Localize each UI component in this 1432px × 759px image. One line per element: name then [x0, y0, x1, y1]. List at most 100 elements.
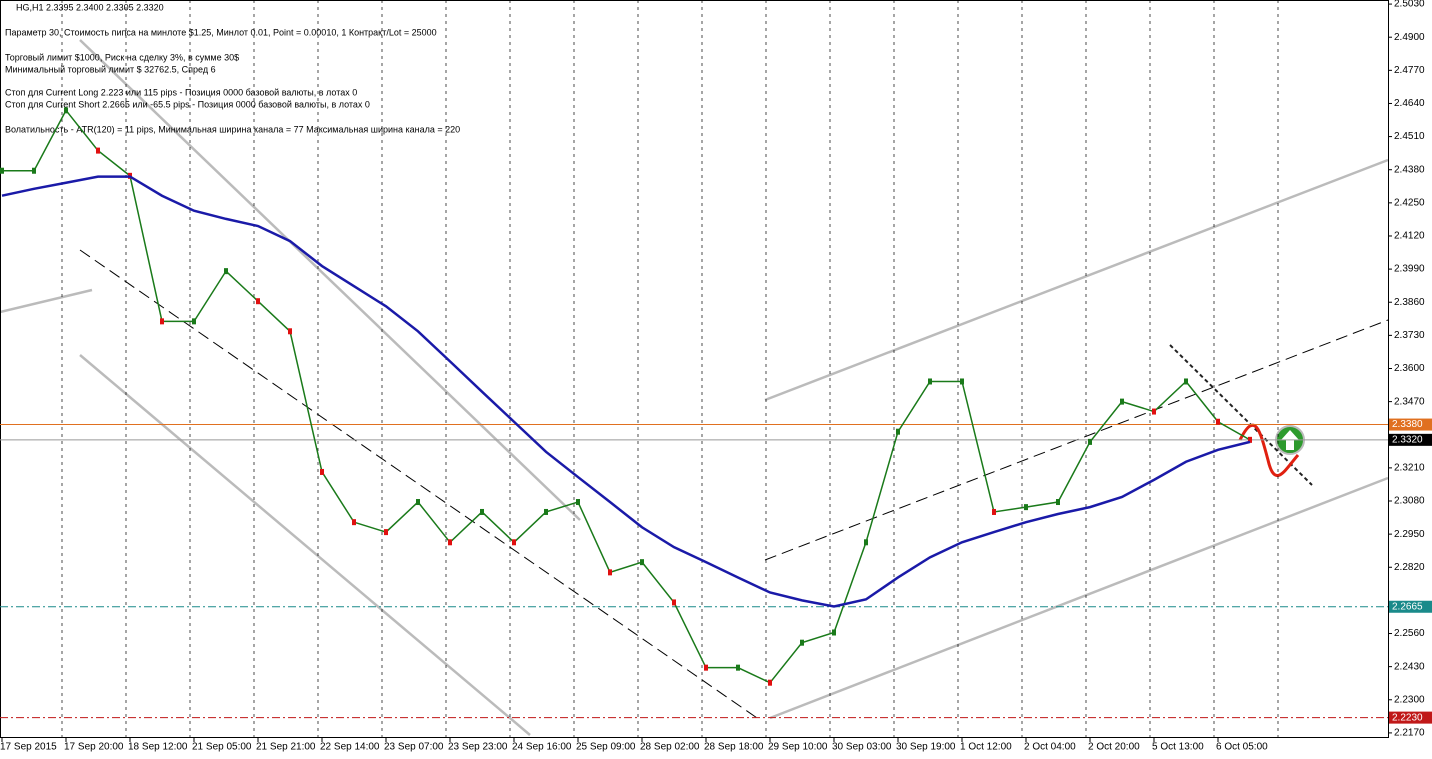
price-point [1248, 436, 1252, 443]
price-point [256, 298, 260, 305]
x-tick-label: 25 Sep 09:00 [576, 742, 636, 753]
price-point [736, 664, 740, 671]
price-label: 2.3320 [1392, 434, 1423, 445]
x-tick-label: 21 Sep 21:00 [256, 742, 316, 753]
trend-line [1169, 344, 1313, 486]
x-tick-label: 23 Sep 07:00 [384, 742, 444, 753]
x-tick-label: 30 Sep 19:00 [896, 742, 956, 753]
price-point [608, 569, 612, 576]
y-tick-label: 2.2950 [1394, 529, 1425, 540]
moving-average [1, 175, 1251, 608]
x-tick-label: 18 Sep 12:00 [128, 742, 188, 753]
info-line: Минимальный торговый лимит $ 32762.5, Сп… [5, 64, 216, 74]
price-point [896, 428, 900, 435]
channel-line [0, 288, 93, 314]
channel-line [79, 354, 531, 736]
dashed-line [79, 249, 761, 721]
x-tick-label: 29 Sep 10:00 [768, 742, 828, 753]
y-tick-label: 2.4770 [1394, 65, 1425, 76]
x-tick-label: 21 Sep 05:00 [192, 742, 252, 753]
price-point [0, 167, 4, 174]
y-tick-label: 2.3730 [1394, 330, 1425, 341]
price-point [288, 328, 292, 335]
price-point [960, 378, 964, 385]
price-point [224, 268, 228, 275]
price-point [832, 629, 836, 636]
info-line: Торговый лимит $1000, Риск на сделку 3%,… [5, 52, 239, 62]
x-tick-label: 6 Oct 05:00 [1216, 742, 1268, 753]
price-point [512, 539, 516, 546]
price-point [544, 508, 548, 515]
price-point [384, 529, 388, 536]
price-point [64, 107, 68, 114]
y-tick-label: 2.2170 [1394, 728, 1425, 739]
x-tick-label: 28 Sep 18:00 [704, 742, 764, 753]
price-point [576, 499, 580, 506]
y-tick-label: 2.4900 [1394, 32, 1425, 43]
info-line: Стоп для Current Short 2.2665 или -65.5 … [5, 99, 370, 109]
y-tick-label: 2.3470 [1394, 396, 1425, 407]
price-point [928, 378, 932, 385]
price-point [768, 679, 772, 686]
price-point [1088, 438, 1092, 445]
price-point [1184, 378, 1188, 385]
y-tick-label: 2.2300 [1394, 694, 1425, 705]
info-panel: HG,H1 2.3395 2.3400 2.3305 2.3320 Параме… [5, 2, 460, 134]
price-point [1024, 504, 1028, 511]
price-label-bg [1389, 711, 1432, 724]
price-point [192, 318, 196, 325]
x-tick-label: 22 Sep 14:00 [320, 742, 380, 753]
channel-line [769, 476, 1389, 720]
plot-frame [0, 0, 1389, 738]
y-tick-label: 2.3210 [1394, 463, 1425, 474]
price-point [416, 499, 420, 506]
y-tick-label: 2.5030 [1394, 0, 1425, 10]
channel-line [764, 158, 1389, 402]
price-label: 2.2665 [1392, 601, 1423, 612]
price-point [448, 539, 452, 546]
info-line: Параметр 30, Стоимость пипса на минлоте … [5, 27, 437, 37]
forecast-curve [1238, 423, 1300, 477]
x-tick-label: 1 Oct 12:00 [960, 742, 1012, 753]
price-label-bg [1389, 433, 1432, 446]
y-tick-label: 2.3080 [1394, 496, 1425, 507]
price-point [704, 664, 708, 671]
y-tick-label: 2.3860 [1394, 297, 1425, 308]
price-point [160, 318, 164, 325]
y-tick-label: 2.2820 [1394, 562, 1425, 573]
x-tick-label: 28 Sep 02:00 [640, 742, 700, 753]
price-point [1152, 408, 1156, 415]
y-tick-label: 2.2430 [1394, 661, 1425, 672]
y-tick-label: 2.3990 [1394, 264, 1425, 275]
price-point [96, 147, 100, 154]
y-tick-label: 2.4510 [1394, 131, 1425, 142]
price-point [320, 468, 324, 475]
price-point [864, 539, 868, 546]
price-point [352, 519, 356, 526]
price-point [1120, 398, 1124, 405]
info-line: Стоп для Current Long 2.223 или 115 pips… [5, 87, 357, 97]
price-label-bg [1389, 600, 1432, 613]
price-point [800, 639, 804, 646]
y-tick-label: 2.2560 [1394, 628, 1425, 639]
price-label: 2.2230 [1392, 712, 1423, 723]
x-tick-label: 17 Sep 20:00 [64, 742, 124, 753]
y-tick-label: 2.4640 [1394, 98, 1425, 109]
x-tick-label: 2 Oct 20:00 [1088, 742, 1140, 753]
x-tick-label: 5 Oct 13:00 [1152, 742, 1204, 753]
price-point [1056, 499, 1060, 506]
price-point [480, 508, 484, 515]
x-tick-label: 2 Oct 04:00 [1024, 742, 1076, 753]
info-line: HG,H1 2.3395 2.3400 2.3305 2.3320 [16, 2, 164, 12]
y-tick-label: 2.3600 [1394, 363, 1425, 374]
y-tick-label: 2.4120 [1394, 231, 1425, 242]
price-point [32, 167, 36, 174]
price-line [2, 108, 1251, 684]
price-point [672, 599, 676, 606]
x-tick-label: 30 Sep 03:00 [832, 742, 892, 753]
x-tick-label: 24 Sep 16:00 [512, 742, 572, 753]
x-tick-label: 17 Sep 2015 [0, 742, 57, 753]
y-tick-label: 2.4380 [1394, 164, 1425, 175]
